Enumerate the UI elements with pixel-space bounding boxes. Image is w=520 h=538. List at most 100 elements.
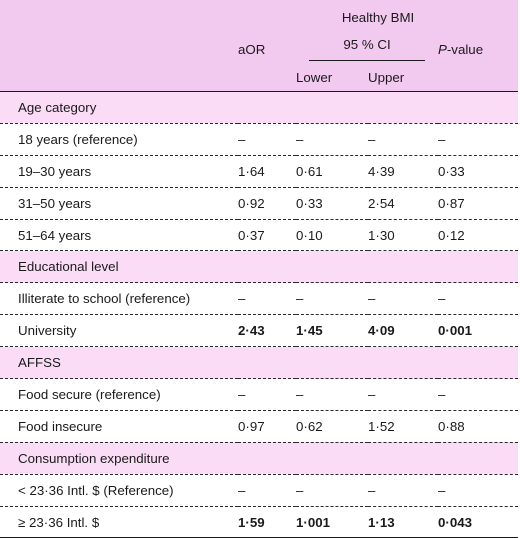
cell-aor — [238, 91, 296, 124]
section-row: Age category — [0, 91, 519, 124]
row-label: 19–30 years — [0, 154, 238, 188]
row-label: ≥ 23·36 Intl. $ — [0, 505, 238, 538]
cell-aor: – — [238, 282, 296, 315]
cell-upper: 4·09 — [368, 314, 438, 347]
cell-lower: 0·62 — [296, 409, 368, 443]
cell-aor: 0·97 — [238, 409, 296, 443]
header-blank-3 — [0, 64, 238, 92]
row-label: Educational level — [0, 250, 238, 283]
section-row: Educational level — [0, 250, 519, 283]
cell-aor: – — [238, 473, 296, 507]
cell-aor: 2·43 — [238, 314, 296, 347]
row-label: Food secure (reference) — [0, 378, 238, 411]
table-row: 18 years (reference) – – – – — [0, 122, 519, 156]
cell-upper: 1·13 — [368, 505, 438, 538]
p-italic: P — [438, 41, 447, 57]
cell-upper — [368, 91, 438, 124]
row-label: AFFSS — [0, 346, 238, 379]
cell-aor: 1·64 — [238, 154, 296, 188]
cell-upper: – — [368, 122, 438, 156]
table-row: 31–50 years 0·92 0·33 2·54 0·87 — [0, 186, 519, 220]
section-row: AFFSS — [0, 346, 519, 379]
cell-lower — [296, 346, 368, 379]
cell-lower — [296, 91, 368, 124]
cell-p-value — [438, 250, 519, 283]
cell-p-value — [438, 91, 519, 124]
cell-lower: – — [296, 122, 368, 156]
cell-upper: 1·52 — [368, 409, 438, 443]
row-label: Consumption expenditure — [0, 441, 238, 475]
cell-upper: – — [368, 473, 438, 507]
header-upper: Upper — [368, 64, 438, 92]
cell-lower: 1·001 — [296, 505, 368, 538]
header-blank-5 — [438, 64, 519, 92]
header-p-value: P-value — [438, 34, 519, 64]
cell-aor — [238, 346, 296, 379]
cell-lower: 1·45 — [296, 314, 368, 347]
row-label: Age category — [0, 91, 238, 124]
cell-aor — [238, 250, 296, 283]
table-row: < 23·36 Intl. $ (Reference) – – – – — [0, 473, 519, 507]
cell-upper — [368, 250, 438, 283]
row-label: Food insecure — [0, 409, 238, 443]
row-label: < 23·36 Intl. $ (Reference) — [0, 473, 238, 507]
p-suffix: -value — [446, 41, 484, 57]
row-label: 31–50 years — [0, 186, 238, 220]
cell-upper: – — [368, 378, 438, 411]
cell-p-value — [438, 441, 519, 475]
cell-aor: 1·59 — [238, 505, 296, 538]
table-row: 51–64 years 0·37 0·10 1·30 0·12 — [0, 218, 519, 251]
cell-lower: – — [296, 282, 368, 315]
cell-aor: – — [238, 122, 296, 156]
cell-p-value — [438, 346, 519, 379]
header-blank-2 — [0, 34, 238, 64]
cell-lower: 0·61 — [296, 154, 368, 188]
cell-lower: 0·10 — [296, 218, 368, 251]
header-lower: Lower — [296, 64, 368, 92]
ci-label-text: 95 % CI — [309, 37, 425, 61]
cell-lower: – — [296, 378, 368, 411]
cell-lower — [296, 441, 368, 475]
cell-lower — [296, 250, 368, 283]
cell-p-value: 0·043 — [438, 505, 519, 538]
header-aor: aOR — [238, 34, 296, 64]
group-header-healthy-bmi: Healthy BMI — [238, 0, 519, 34]
cell-lower: 0·33 — [296, 186, 368, 220]
cell-upper: 1·30 — [368, 218, 438, 251]
table-row: ≥ 23·36 Intl. $1·59 1·001 1·13 0·043 — [0, 505, 519, 538]
cell-p-value: 0·88 — [438, 409, 519, 443]
cell-upper — [368, 346, 438, 379]
cell-lower: – — [296, 473, 368, 507]
cell-aor: 0·92 — [238, 186, 296, 220]
table-row: 19–30 years 1·64 0·61 4·39 0·33 — [0, 154, 519, 188]
cell-upper: – — [368, 282, 438, 315]
table-header: Healthy BMI aOR 95 % CI P-value Lower Up… — [0, 0, 519, 92]
cell-p-value: 0·12 — [438, 218, 519, 251]
cell-aor: – — [238, 378, 296, 411]
cell-upper — [368, 441, 438, 475]
row-label: 18 years (reference) — [0, 122, 238, 156]
table-row: Food secure (reference) – – – – — [0, 378, 519, 411]
row-label: University — [0, 314, 238, 347]
table-row: University 2·43 1·45 4·09 0·001 — [0, 314, 519, 347]
table-row: Food insecure 0·97 0·62 1·52 0·88 — [0, 409, 519, 443]
cell-p-value: – — [438, 473, 519, 507]
cell-p-value: 0·87 — [438, 186, 519, 220]
cell-p-value: – — [438, 378, 519, 411]
cell-p-value: 0·001 — [438, 314, 519, 347]
header-blank-4 — [238, 64, 296, 92]
cell-p-value: – — [438, 282, 519, 315]
table-body: Age category 18 years (reference) – – – –19–3… — [0, 91, 519, 538]
header-95-ci: 95 % CI — [296, 34, 438, 64]
row-label: 51–64 years — [0, 218, 238, 251]
table-row: Illiterate to school (reference) – – – – — [0, 282, 519, 315]
row-label: Illiterate to school (reference) — [0, 282, 238, 315]
cell-aor: 0·37 — [238, 218, 296, 251]
cell-upper: 2·54 — [368, 186, 438, 220]
cell-upper: 4·39 — [368, 154, 438, 188]
header-blank — [0, 0, 238, 34]
cell-p-value: – — [438, 122, 519, 156]
cell-p-value: 0·33 — [438, 154, 519, 188]
